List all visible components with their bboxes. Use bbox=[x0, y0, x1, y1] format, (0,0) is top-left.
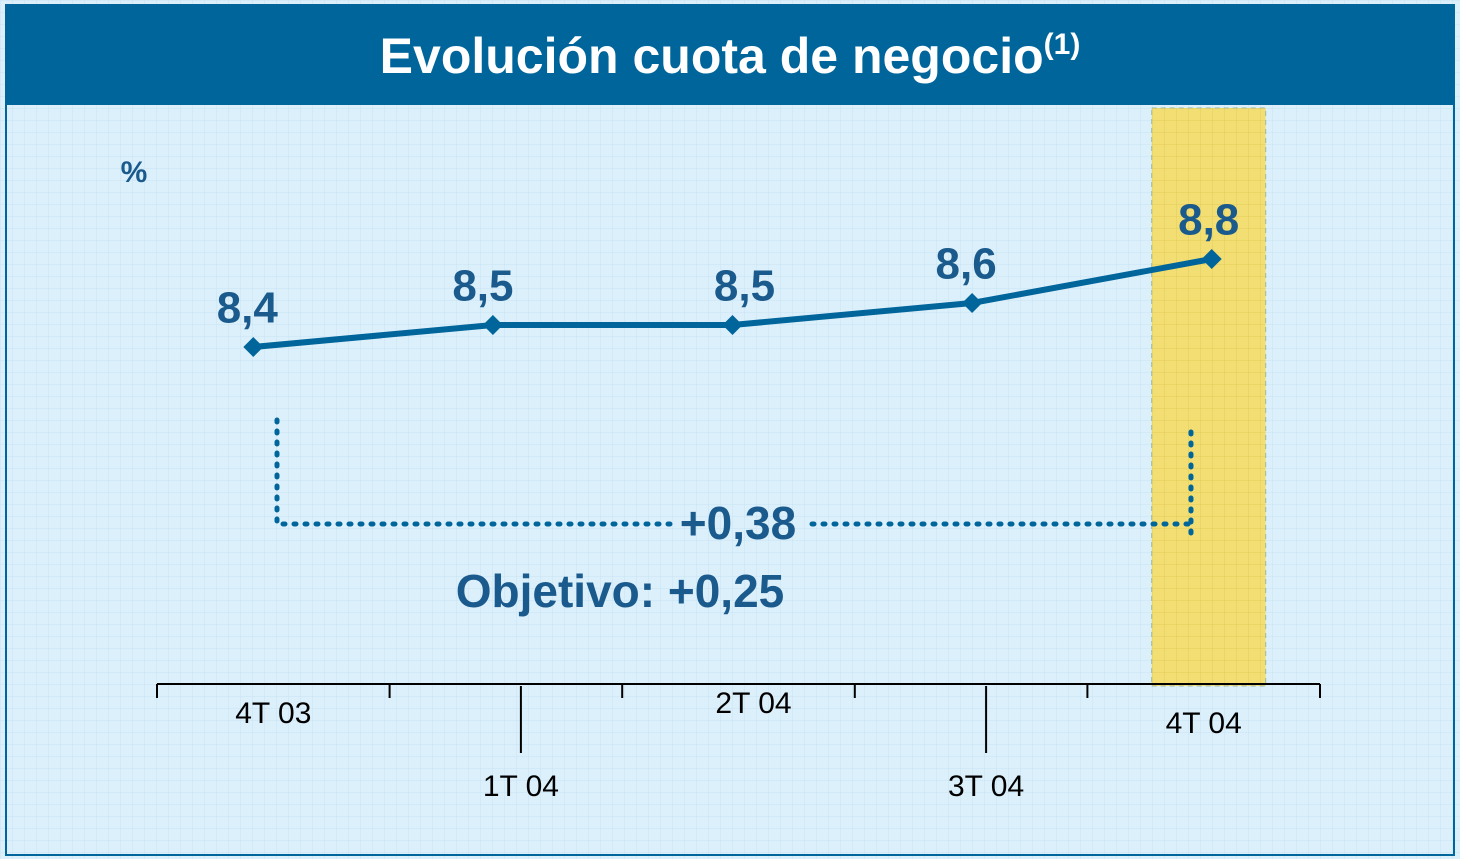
frame bbox=[5, 4, 1455, 856]
highlight-band bbox=[1151, 107, 1267, 687]
dotted-line bbox=[274, 417, 673, 527]
title-text: Evolución cuota de negocio bbox=[380, 28, 1044, 84]
data-label: 8,5 bbox=[714, 262, 775, 311]
x-tick-label: 4T 04 bbox=[1166, 707, 1242, 740]
data-label: 8,5 bbox=[452, 262, 513, 311]
data-label: 8,8 bbox=[1178, 196, 1239, 245]
data-label: 8,6 bbox=[936, 240, 997, 289]
data-point bbox=[962, 293, 983, 313]
data-point bbox=[1201, 249, 1222, 269]
annotation: Objetivo: +0,25 bbox=[456, 565, 785, 617]
x-tick-label: 2T 04 bbox=[715, 687, 791, 720]
title-superscript: (1) bbox=[1044, 28, 1081, 61]
data-point bbox=[722, 315, 743, 335]
x-tick-label: 3T 04 bbox=[948, 770, 1024, 803]
annotation: +0,38 bbox=[680, 497, 796, 549]
chart-title: Evolución cuota de negocio(1) bbox=[380, 28, 1081, 84]
header bbox=[6, 5, 1454, 105]
data-label: 8,4 bbox=[217, 284, 279, 333]
x-tick-label: 4T 03 bbox=[235, 697, 311, 730]
x-tick-label: 1T 04 bbox=[483, 770, 559, 803]
unit-label: % bbox=[121, 156, 148, 189]
delta-bracket bbox=[274, 417, 1194, 538]
dotted-line bbox=[809, 429, 1194, 538]
data-point bbox=[482, 315, 503, 335]
data-point bbox=[243, 337, 264, 357]
